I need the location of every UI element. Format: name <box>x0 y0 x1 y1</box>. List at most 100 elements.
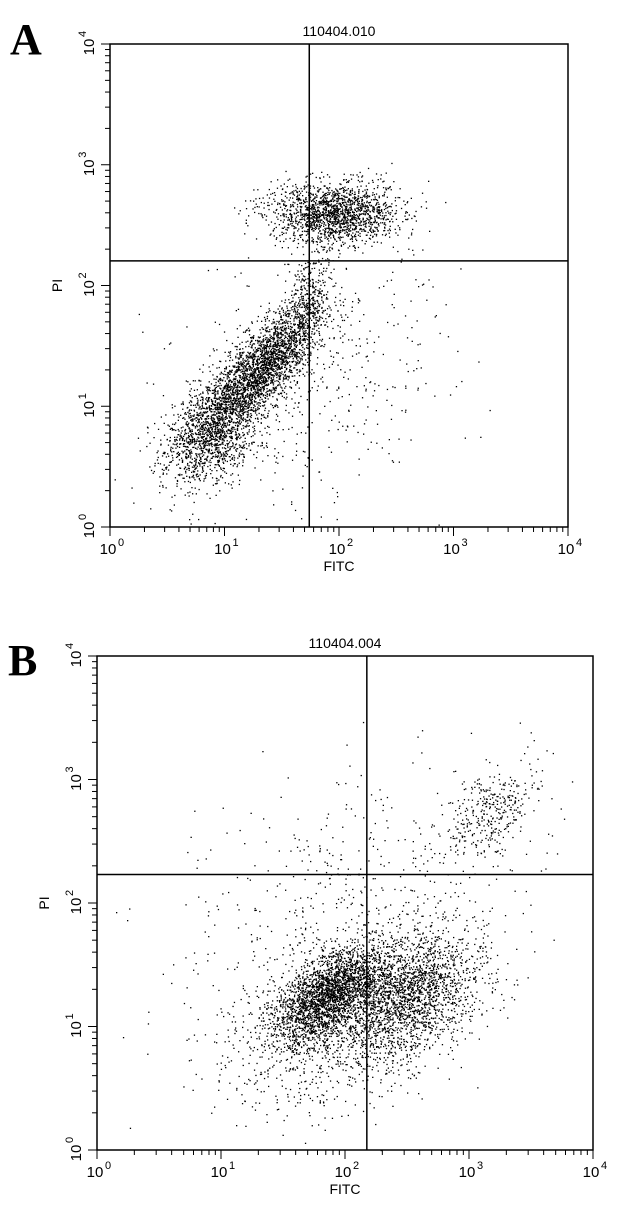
event-point <box>216 398 218 400</box>
event-point <box>281 387 283 389</box>
event-point <box>239 376 241 378</box>
event-point <box>273 388 275 390</box>
event-point <box>303 316 305 319</box>
event-point <box>197 446 199 448</box>
event-point <box>274 371 276 373</box>
event-point <box>280 332 282 334</box>
event-point <box>250 372 252 374</box>
event-point <box>249 415 251 418</box>
event-point <box>341 211 343 213</box>
event-point <box>241 376 243 378</box>
event-point <box>201 471 203 473</box>
event-point <box>420 206 423 208</box>
event-point <box>215 439 217 441</box>
event-point <box>269 331 271 333</box>
event-point <box>228 408 230 410</box>
event-point <box>287 339 289 342</box>
event-point <box>186 441 188 443</box>
event-point <box>334 194 337 196</box>
event-point <box>231 386 233 388</box>
event-point <box>202 436 204 439</box>
event-point <box>215 422 217 424</box>
event-point <box>282 390 284 392</box>
event-point <box>236 368 238 371</box>
event-point <box>234 365 236 367</box>
event-point <box>373 208 376 210</box>
event-point <box>256 367 259 369</box>
event-point <box>284 387 286 389</box>
event-point <box>204 426 206 428</box>
event-point <box>293 194 296 196</box>
event-point <box>213 389 215 392</box>
event-point <box>235 366 237 368</box>
event-point <box>220 455 222 457</box>
event-point <box>243 365 245 367</box>
event-point <box>213 404 216 407</box>
event-point <box>242 384 244 386</box>
event-point <box>196 453 198 455</box>
event-point <box>208 440 210 442</box>
event-point <box>252 349 255 351</box>
event-point <box>266 368 269 370</box>
event-point <box>269 340 271 342</box>
event-point <box>242 373 244 375</box>
event-point <box>252 395 254 397</box>
event-point <box>203 444 205 447</box>
event-point <box>226 453 229 456</box>
event-point <box>221 406 223 408</box>
event-point <box>267 357 269 360</box>
event-point <box>268 378 270 380</box>
event-point <box>257 392 259 394</box>
event-point <box>239 399 241 401</box>
event-point <box>349 225 352 227</box>
event-point <box>270 373 272 376</box>
event-point <box>261 362 263 364</box>
event-point <box>262 339 264 341</box>
event-point <box>241 400 243 402</box>
event-point <box>298 356 300 358</box>
event-point <box>261 414 263 417</box>
event-point <box>281 308 283 310</box>
event-point <box>186 475 188 477</box>
event-point <box>248 400 250 402</box>
event-point <box>361 205 363 208</box>
event-point <box>345 267 347 270</box>
event-point <box>253 200 255 202</box>
event-point <box>373 206 375 209</box>
event-point <box>248 376 250 378</box>
event-point <box>241 405 243 407</box>
event-point <box>242 385 245 387</box>
event-point <box>228 401 231 403</box>
event-point <box>184 412 187 414</box>
event-point <box>399 197 401 199</box>
event-point <box>334 231 336 233</box>
event-point <box>306 338 309 341</box>
event-point <box>277 380 280 383</box>
event-point <box>281 345 284 347</box>
event-point <box>184 428 187 431</box>
event-point <box>273 192 276 194</box>
event-point <box>264 382 266 384</box>
event-point <box>349 238 352 240</box>
event-point <box>202 392 204 394</box>
event-point <box>344 195 346 197</box>
event-point <box>217 429 219 431</box>
event-point <box>265 363 267 365</box>
event-point <box>238 367 240 370</box>
event-point <box>265 337 267 339</box>
event-point <box>343 229 345 232</box>
event-point <box>240 416 242 418</box>
event-point <box>252 431 255 433</box>
event-point <box>257 389 259 391</box>
event-point <box>221 412 223 414</box>
event-point <box>253 392 255 394</box>
event-point <box>255 370 257 372</box>
event-point <box>226 400 228 403</box>
event-point <box>180 435 183 437</box>
event-point <box>253 410 255 412</box>
event-point <box>221 477 224 479</box>
event-point <box>278 366 280 368</box>
event-point <box>302 343 304 346</box>
event-point <box>298 343 301 345</box>
event-point <box>372 236 374 238</box>
